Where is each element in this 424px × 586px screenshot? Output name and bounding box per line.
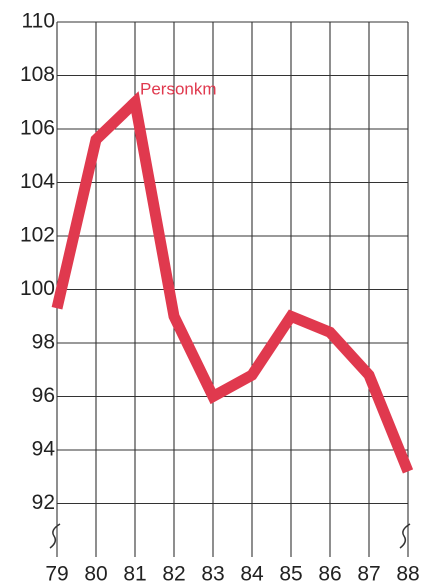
axis-break bbox=[49, 523, 61, 549]
x-tick-label: 81 bbox=[123, 563, 146, 586]
x-tick-label: 88 bbox=[396, 563, 419, 586]
x-tick-label: 85 bbox=[279, 563, 302, 586]
x-tick-label: 84 bbox=[240, 563, 264, 586]
x-tick-label: 80 bbox=[84, 563, 107, 586]
y-tick-label: 104 bbox=[20, 170, 55, 193]
x-tick-label: 86 bbox=[318, 563, 341, 586]
x-tick-label: 87 bbox=[357, 563, 380, 586]
y-tick-label: 110 bbox=[22, 10, 55, 33]
y-tick-label: 98 bbox=[32, 331, 55, 354]
y-tick-label: 106 bbox=[20, 117, 55, 140]
x-tick-label: 82 bbox=[162, 563, 185, 586]
grid: 92 94 96 98 100 102 104 106 108 110 79 80 81 82 83 84 85… bbox=[20, 10, 420, 586]
annotation: Personkm bbox=[140, 79, 217, 98]
x-tick-label: 83 bbox=[201, 563, 224, 586]
y-tick-label: 92 bbox=[32, 491, 55, 514]
y-tick-label: 102 bbox=[20, 224, 55, 247]
y-tick-label: 100 bbox=[20, 277, 55, 300]
x-tick-label: 79 bbox=[45, 563, 68, 586]
y-tick-label: 94 bbox=[32, 438, 56, 461]
axis-break bbox=[399, 523, 411, 549]
y-tick-label: 96 bbox=[32, 384, 55, 407]
y-tick-label: 108 bbox=[20, 63, 55, 86]
plot bbox=[51, 91, 414, 474]
data-line bbox=[51, 91, 414, 474]
